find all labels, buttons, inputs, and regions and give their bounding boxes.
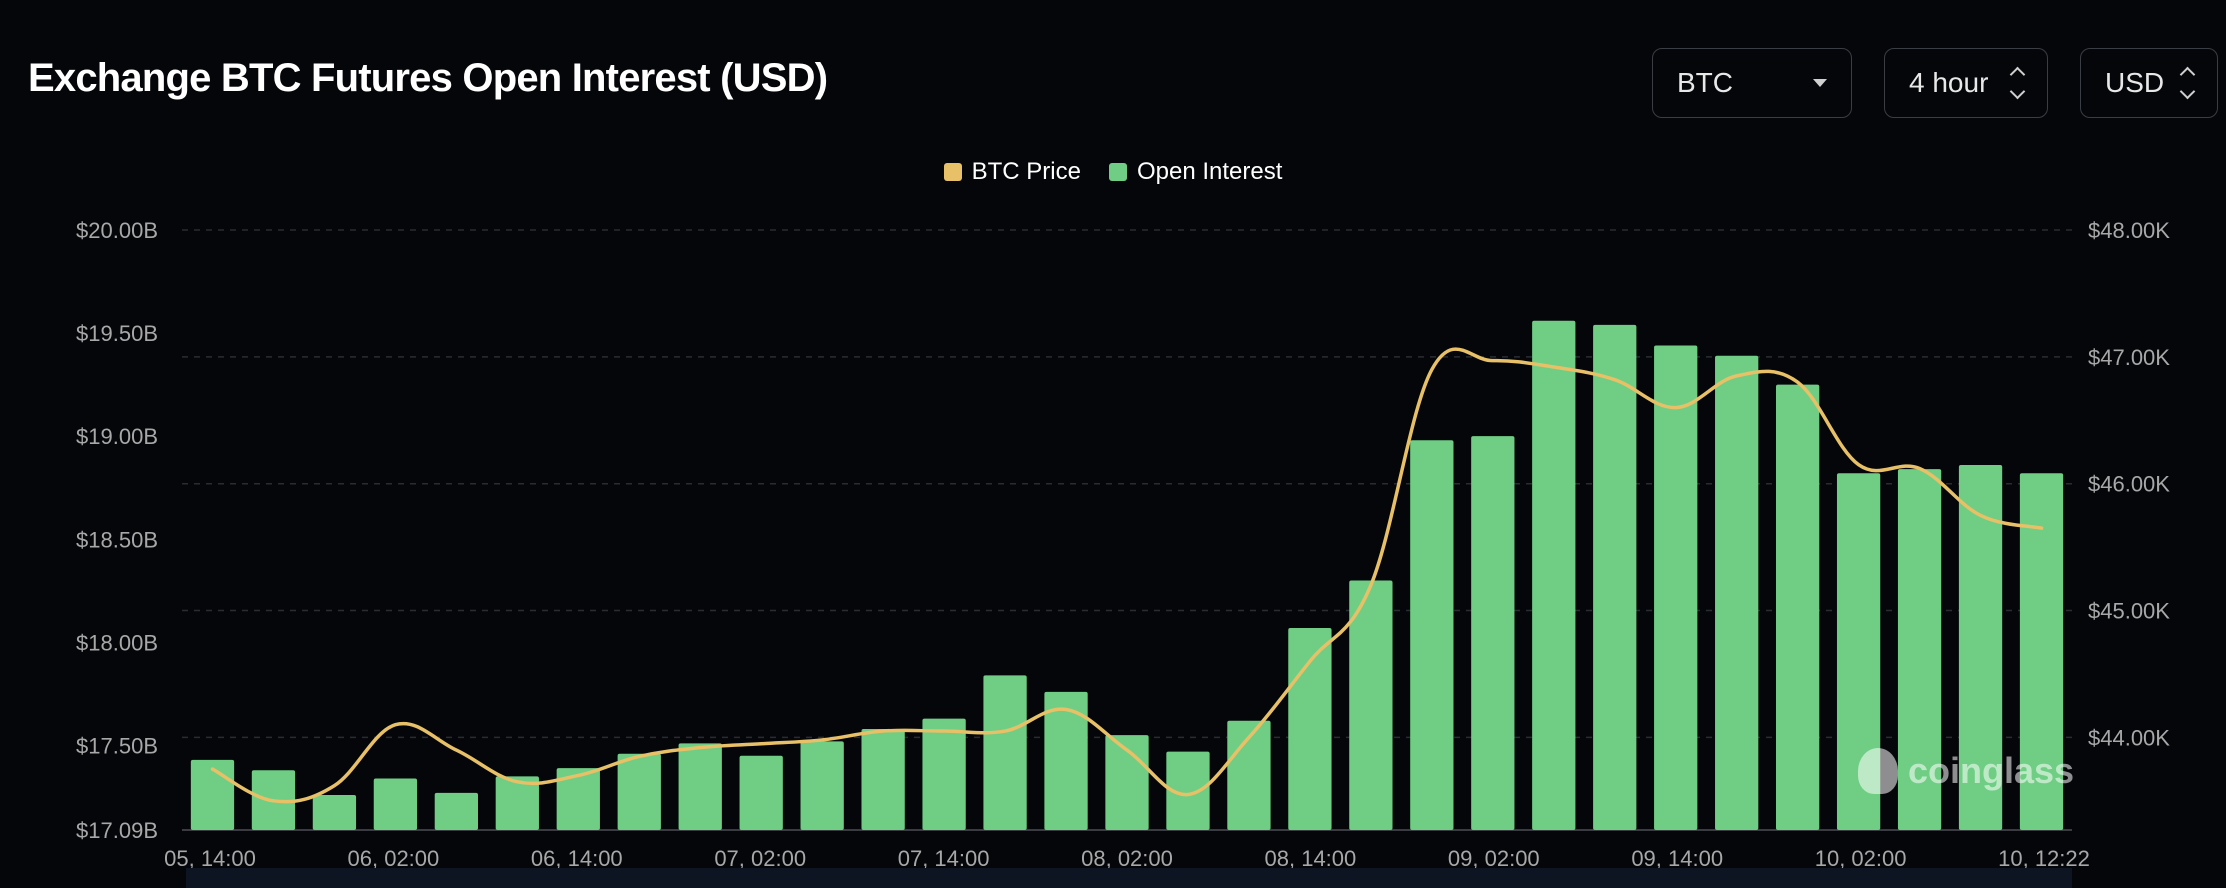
open-interest-bar (1776, 384, 1820, 830)
open-interest-bar (1897, 469, 1942, 830)
open-interest-bar (1836, 473, 1881, 830)
open-interest-bar (1288, 627, 1332, 830)
x-axis-tick-label: 06, 14:00 (531, 846, 623, 871)
open-interest-bar (1471, 436, 1515, 830)
right-axis-tick-label: $47.00K (2088, 345, 2170, 370)
open-interest-bar (1532, 320, 1576, 830)
right-axis-tick-label: $46.00K (2088, 472, 2170, 497)
x-axis-tick-label: 10, 12:22 (1998, 846, 2090, 871)
btc-price-line-group (210, 347, 2044, 804)
watermark-text: coinglass (1908, 750, 2075, 791)
open-interest-bar (1410, 440, 1454, 830)
left-axis-tick-label: $17.09B (76, 818, 158, 843)
legend-swatch-btc-price (943, 163, 962, 181)
open-interest-bars (190, 320, 2064, 830)
open-interest-bar (1654, 345, 1698, 830)
x-axis-tick-label: 10, 02:00 (1815, 846, 1907, 871)
open-interest-bar (922, 718, 966, 830)
x-axis-tick-label: 09, 02:00 (1448, 846, 1540, 871)
left-axis-tick-label: $20.00B (76, 218, 158, 243)
open-interest-bar (739, 755, 783, 830)
x-axis-tick-label: 05, 14:00 (164, 846, 256, 871)
right-axis-tick-label: $48.00K (2088, 218, 2170, 243)
right-axis-tick-label: $44.00K (2088, 725, 2170, 750)
left-axis-tick-label: $19.00B (76, 424, 158, 449)
btc-price-line (210, 347, 2044, 804)
open-interest-bar (373, 778, 418, 830)
axis-labels: $20.00B $19.50B $19.00B $18.50B $18.00B $17.5… (76, 218, 2170, 871)
open-interest-bar (983, 675, 1027, 830)
coinglass-logo-icon (1858, 748, 1898, 794)
open-interest-bar (1349, 580, 1393, 830)
coin-select[interactable]: BTC (1652, 48, 1852, 118)
x-axis-tick-label: 09, 14:00 (1631, 846, 1723, 871)
chart-legend: BTC Price Open Interest (0, 158, 2226, 186)
coinglass-watermark: coinglass (1858, 748, 2074, 794)
open-interest-bar (1958, 465, 2003, 830)
open-interest-bar (678, 743, 722, 830)
legend-swatch-open-interest (1108, 163, 1127, 181)
left-axis-tick-label: $19.50B (76, 321, 158, 346)
left-axis-tick-label: $17.50B (76, 733, 158, 758)
x-axis-tick-label: 06, 02:00 (348, 846, 440, 871)
legend-item-open-interest[interactable]: Open Interest (1108, 158, 1283, 186)
x-axis-tick-label: 08, 14:00 (1265, 846, 1357, 871)
x-axis-tick-label: 07, 02:00 (714, 846, 806, 871)
left-axis-tick-label: $18.50B (76, 527, 158, 552)
open-interest-bar (861, 728, 905, 830)
open-interest-bar (556, 768, 600, 830)
open-interest-bar (1166, 751, 1210, 830)
open-interest-bar (434, 792, 478, 830)
open-interest-bar (617, 753, 661, 830)
chevron-down-icon (1813, 79, 1827, 87)
left-axis-tick-label: $18.00B (76, 630, 158, 655)
open-interest-bar (2019, 473, 2064, 830)
interval-select-value: 4 hour (1909, 67, 1989, 98)
legend-item-btc-price[interactable]: BTC Price (943, 158, 1081, 186)
open-interest-bar (1044, 691, 1088, 830)
open-interest-bar (1715, 355, 1759, 830)
legend-label-btc-price: BTC Price (971, 158, 1081, 185)
open-interest-bar (312, 794, 357, 830)
open-interest-bar (495, 776, 539, 830)
unit-select-value: USD (2105, 67, 2165, 98)
x-axis-tick-label: 07, 14:00 (898, 846, 990, 871)
x-axis-tick-label: 08, 02:00 (1081, 846, 1173, 871)
open-interest-bar (800, 741, 844, 830)
scroll-track[interactable] (186, 868, 2072, 888)
right-axis-tick-label: $45.00K (2088, 599, 2170, 624)
open-interest-bar (1593, 324, 1637, 830)
coin-select-value: BTC (1677, 67, 1733, 98)
interval-select[interactable]: 4 hour (1884, 48, 2048, 118)
chart-title: Exchange BTC Futures Open Interest (USD) (28, 56, 828, 100)
legend-label-open-interest: Open Interest (1136, 158, 1283, 185)
unit-select[interactable]: USD (2080, 48, 2218, 118)
